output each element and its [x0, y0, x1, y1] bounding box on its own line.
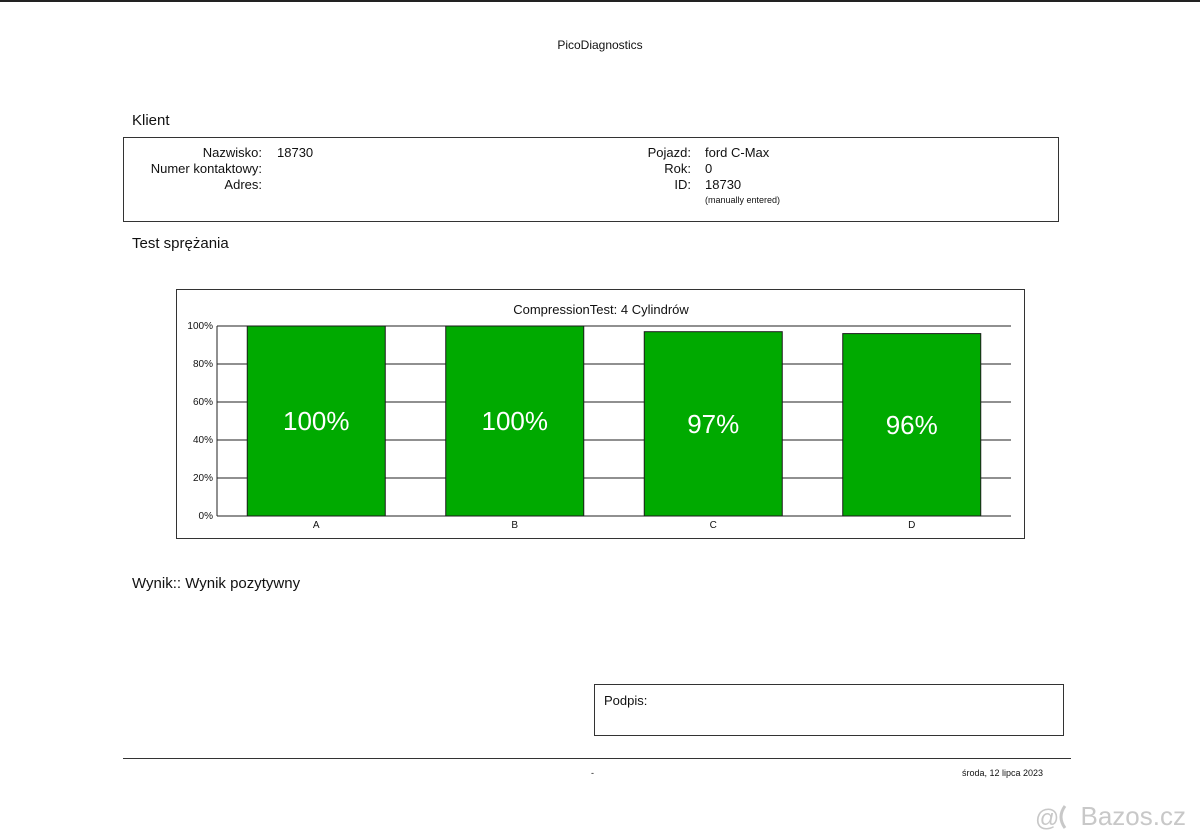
id-label: ID: [674, 177, 691, 192]
result-text: Wynik:: Wynik pozytywny [132, 575, 301, 592]
compression-chart: 0% 20% 40% 60% 80% 100% 100% A 100% B 97% C 96% D [187, 321, 1011, 531]
chart-title: CompressionTest: 4 Cylindrów [513, 302, 689, 317]
id-value: 18730 [705, 177, 742, 192]
x-tick-label: B [511, 520, 518, 531]
app-title: PicoDiagnostics [557, 38, 643, 52]
bar [445, 325, 585, 517]
signature-label: Podpis: [604, 693, 648, 708]
y-tick-label: 60% [193, 397, 213, 408]
x-tick-label: A [313, 520, 320, 531]
name-value: 18730 [277, 145, 314, 160]
y-tick-label: 80% [193, 359, 213, 370]
vehicle-label: Pojazd: [647, 145, 691, 160]
client-info-box: Nazwisko: 18730 Numer kontaktowy: Adres:… [123, 137, 1059, 222]
x-tick-label: C [710, 520, 717, 531]
year-value: 0 [705, 161, 713, 176]
bar [643, 331, 783, 517]
watermark-text: Bazos.cz [1080, 801, 1187, 831]
address-label: Adres: [224, 177, 262, 192]
footer-date: środa, 12 lipca 2023 [962, 768, 1044, 778]
year-label: Rok: [664, 161, 691, 176]
watermark: @ Bazos.cz [1035, 801, 1187, 832]
client-section-title: Klient [132, 112, 170, 129]
footer-center: - [591, 768, 594, 778]
bar-value-label: 96% [886, 410, 938, 440]
x-tick-label: D [908, 520, 915, 531]
name-label: Nazwisko: [202, 145, 262, 160]
y-tick-label: 0% [199, 511, 214, 522]
footer-divider [123, 758, 1071, 759]
y-tick-label: 20% [193, 473, 213, 484]
test-section-title: Test sprężania [132, 235, 229, 252]
vehicle-value: ford C-Max [705, 145, 770, 160]
signature-box: Podpis: [594, 684, 1064, 736]
chart-frame: CompressionTest: 4 Cylindrów 0% 20% 40% 60%… [176, 289, 1025, 539]
y-tick-label: 100% [187, 321, 213, 332]
bar-value-label: 97% [687, 409, 739, 439]
bazos-logo-icon: @ [1035, 805, 1066, 832]
id-note: (manually entered) [705, 195, 781, 205]
bar [842, 333, 982, 517]
contact-label: Numer kontaktowy: [150, 161, 262, 176]
bar-value-label: 100% [482, 406, 549, 436]
bar-value-label: 100% [283, 406, 350, 436]
svg-text:@: @ [1035, 805, 1059, 832]
bar [246, 325, 386, 517]
top-border-line [0, 0, 1200, 2]
y-tick-label: 40% [193, 435, 213, 446]
